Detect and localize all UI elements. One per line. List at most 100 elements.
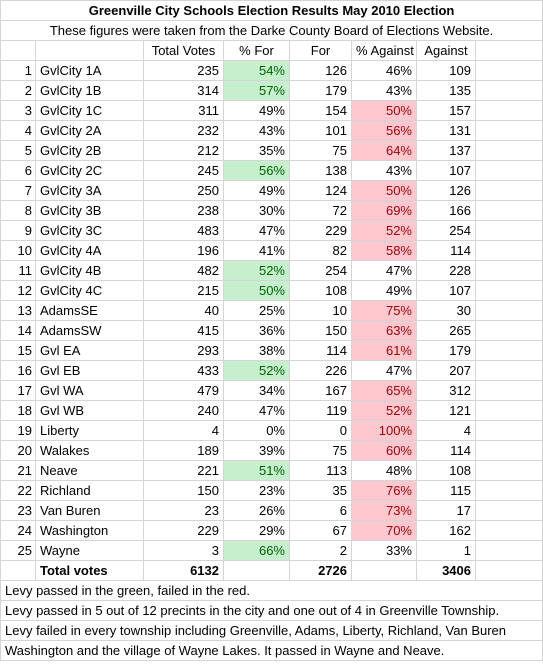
precinct-name[interactable]: Liberty (35, 420, 144, 441)
pct-against-cell[interactable]: 61% (351, 340, 417, 361)
precinct-name[interactable]: Richland (35, 480, 144, 501)
pct-against-cell[interactable]: 47% (351, 260, 417, 281)
precinct-name[interactable]: GvlCity 2C (35, 160, 144, 181)
note-summary[interactable]: Levy passed in 5 out of 12 precints in t… (0, 600, 543, 621)
empty-cell[interactable] (474, 440, 543, 461)
totals-label[interactable]: Total votes (35, 560, 144, 581)
against-cell[interactable]: 126 (416, 180, 476, 201)
pct-against-cell[interactable]: 49% (351, 280, 417, 301)
for-cell[interactable]: 114 (289, 340, 352, 361)
precinct-name[interactable]: Neave (35, 460, 144, 481)
row-number[interactable]: 25 (0, 540, 36, 561)
note-failed-line2[interactable]: Washington and the village of Wayne Lake… (0, 640, 543, 661)
against-cell[interactable]: 121 (416, 400, 476, 421)
row-number[interactable]: 2 (0, 80, 36, 101)
row-number[interactable]: 5 (0, 140, 36, 161)
against-cell[interactable]: 166 (416, 200, 476, 221)
total-votes-cell[interactable]: 250 (143, 180, 224, 201)
against-cell[interactable]: 265 (416, 320, 476, 341)
empty-cell[interactable] (474, 400, 543, 421)
total-votes-cell[interactable]: 235 (143, 60, 224, 81)
total-votes-cell[interactable]: 221 (143, 460, 224, 481)
pct-against-cell[interactable]: 48% (351, 460, 417, 481)
pct-for-cell[interactable]: 41% (223, 240, 290, 261)
empty-cell[interactable] (474, 280, 543, 301)
precinct-name[interactable]: Gvl EA (35, 340, 144, 361)
pct-against-cell[interactable]: 56% (351, 120, 417, 141)
pct-for-cell[interactable]: 49% (223, 180, 290, 201)
pct-for-cell[interactable]: 23% (223, 480, 290, 501)
empty-cell[interactable] (223, 560, 290, 581)
pct-against-cell[interactable]: 47% (351, 360, 417, 381)
precinct-name[interactable]: GvlCity 3A (35, 180, 144, 201)
note-legend[interactable]: Levy passed in the green, failed in the … (0, 580, 543, 601)
pct-for-cell[interactable]: 38% (223, 340, 290, 361)
row-number[interactable]: 24 (0, 520, 36, 541)
pct-against-cell[interactable]: 65% (351, 380, 417, 401)
for-cell[interactable]: 72 (289, 200, 352, 221)
precinct-name[interactable]: GvlCity 4A (35, 240, 144, 261)
row-number[interactable]: 10 (0, 240, 36, 261)
against-cell[interactable]: 162 (416, 520, 476, 541)
against-cell[interactable]: 179 (416, 340, 476, 361)
against-cell[interactable]: 207 (416, 360, 476, 381)
row-number[interactable]: 8 (0, 200, 36, 221)
header-pct-for[interactable]: % For (223, 40, 290, 61)
empty-cell[interactable] (474, 60, 543, 81)
row-number[interactable]: 14 (0, 320, 36, 341)
pct-for-cell[interactable]: 35% (223, 140, 290, 161)
precinct-name[interactable]: AdamsSE (35, 300, 144, 321)
empty-cell[interactable] (474, 160, 543, 181)
precinct-name[interactable]: Washington (35, 520, 144, 541)
pct-for-cell[interactable]: 26% (223, 500, 290, 521)
totals-for[interactable]: 2726 (289, 560, 352, 581)
against-cell[interactable]: 108 (416, 460, 476, 481)
pct-against-cell[interactable]: 76% (351, 480, 417, 501)
against-cell[interactable]: 107 (416, 160, 476, 181)
empty-cell[interactable] (474, 380, 543, 401)
row-number[interactable]: 9 (0, 220, 36, 241)
total-votes-cell[interactable]: 240 (143, 400, 224, 421)
total-votes-cell[interactable]: 245 (143, 160, 224, 181)
against-cell[interactable]: 254 (416, 220, 476, 241)
pct-for-cell[interactable]: 56% (223, 160, 290, 181)
row-number[interactable]: 21 (0, 460, 36, 481)
for-cell[interactable]: 67 (289, 520, 352, 541)
empty-cell[interactable] (0, 560, 36, 581)
total-votes-cell[interactable]: 212 (143, 140, 224, 161)
header-pct-against[interactable]: % Against (351, 40, 417, 61)
precinct-name[interactable]: GvlCity 3C (35, 220, 144, 241)
empty-cell[interactable] (474, 500, 543, 521)
against-cell[interactable]: 115 (416, 480, 476, 501)
pct-for-cell[interactable]: 52% (223, 260, 290, 281)
empty-cell[interactable] (474, 120, 543, 141)
for-cell[interactable]: 108 (289, 280, 352, 301)
precinct-name[interactable]: Gvl EB (35, 360, 144, 381)
for-cell[interactable]: 167 (289, 380, 352, 401)
pct-against-cell[interactable]: 75% (351, 300, 417, 321)
total-votes-cell[interactable]: 293 (143, 340, 224, 361)
for-cell[interactable]: 119 (289, 400, 352, 421)
for-cell[interactable]: 179 (289, 80, 352, 101)
row-number[interactable]: 18 (0, 400, 36, 421)
precinct-name[interactable]: AdamsSW (35, 320, 144, 341)
empty-cell[interactable] (474, 200, 543, 221)
empty-cell[interactable] (474, 460, 543, 481)
pct-against-cell[interactable]: 43% (351, 160, 417, 181)
pct-against-cell[interactable]: 64% (351, 140, 417, 161)
pct-against-cell[interactable]: 33% (351, 540, 417, 561)
empty-cell[interactable] (474, 420, 543, 441)
sheet-title[interactable]: Greenville City Schools Election Results… (0, 0, 543, 21)
total-votes-cell[interactable]: 479 (143, 380, 224, 401)
row-number[interactable]: 3 (0, 100, 36, 121)
sheet-subtitle[interactable]: These figures were taken from the Darke … (0, 20, 543, 41)
against-cell[interactable]: 131 (416, 120, 476, 141)
for-cell[interactable]: 254 (289, 260, 352, 281)
for-cell[interactable]: 0 (289, 420, 352, 441)
against-cell[interactable]: 312 (416, 380, 476, 401)
row-number[interactable]: 7 (0, 180, 36, 201)
empty-cell[interactable] (474, 260, 543, 281)
for-cell[interactable]: 101 (289, 120, 352, 141)
pct-for-cell[interactable]: 51% (223, 460, 290, 481)
header-precinct[interactable] (35, 40, 144, 61)
